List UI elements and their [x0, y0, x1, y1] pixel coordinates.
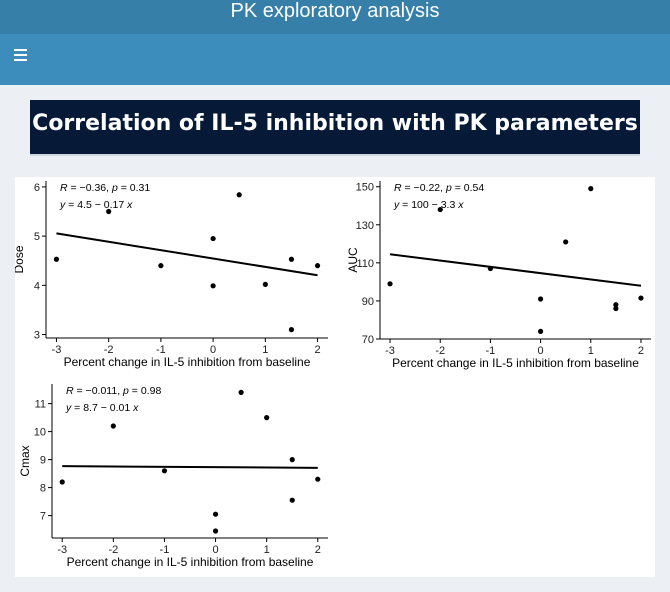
data-point [288, 256, 295, 262]
data-point [238, 389, 244, 395]
x-tick-label: -1 [486, 345, 496, 357]
equation-annotation: y = 8.7 − 0.01 x [65, 402, 139, 414]
data-point [212, 528, 219, 534]
data-point [537, 296, 544, 302]
y-tick-label: 8 [40, 483, 46, 495]
data-point [210, 235, 216, 242]
data-point [161, 468, 168, 474]
correlation-annotation: R = −0.22, p = 0.54 [394, 182, 484, 194]
y-tick-label: 9 [40, 455, 46, 467]
data-point [289, 457, 295, 463]
data-point [264, 415, 270, 421]
x-tick-label: -2 [435, 345, 445, 357]
y-tick-label: 4 [34, 280, 40, 292]
y-tick-label: 90 [362, 296, 374, 308]
x-tick-label: 1 [588, 345, 594, 357]
x-axis-title: Percent change in IL-5 inhibition from b… [64, 355, 311, 369]
data-point [613, 305, 619, 312]
y-axis-title: Dose [15, 245, 26, 273]
y-tick-label: 10 [34, 427, 46, 439]
y-tick-label: 130 [356, 220, 374, 232]
y-tick-label: 6 [34, 182, 40, 194]
correlation-annotation: R = −0.36, p = 0.31 [60, 182, 150, 194]
x-tick-label: 1 [262, 344, 268, 356]
regression-line [389, 253, 642, 287]
chart-banner-title: Correlation of IL-5 inhibition with PK p… [30, 100, 640, 156]
data-point [289, 497, 295, 503]
y-tick-label: 110 [356, 258, 374, 270]
navbar [0, 34, 670, 85]
y-tick-label: 150 [356, 182, 374, 194]
data-point [158, 263, 164, 269]
y-tick-label: 7 [40, 511, 46, 523]
correlation-annotation: R = −0.011, p = 0.98 [66, 385, 161, 397]
y-tick-label: 5 [34, 231, 40, 243]
regression-line [62, 465, 318, 469]
data-point [236, 192, 242, 198]
equation-annotation: y = 4.5 − 0.17 x [59, 199, 133, 211]
data-point [53, 256, 60, 262]
x-axis-title: Percent change in IL-5 inhibition from b… [67, 555, 314, 569]
data-point [487, 265, 494, 272]
x-tick-label: -2 [108, 544, 118, 556]
data-point [537, 328, 544, 334]
data-point [262, 281, 268, 287]
data-point [288, 327, 295, 333]
data-point [613, 302, 619, 308]
app-title: PK exploratory analysis [0, 0, 670, 34]
data-point [212, 511, 219, 517]
x-tick-label: 2 [315, 544, 321, 556]
regression-line [56, 232, 318, 277]
y-tick-label: 70 [362, 334, 374, 346]
y-axis-title: Cmax [18, 445, 32, 476]
x-tick-label: -1 [160, 544, 170, 556]
data-point [387, 281, 393, 287]
data-point [110, 423, 116, 429]
y-axis-title: AUC [346, 247, 360, 273]
x-tick-label: -2 [104, 344, 114, 356]
data-point [638, 295, 644, 301]
data-point [59, 479, 65, 485]
data-point [314, 263, 321, 269]
plot-panel: 3 4 5 6 -3 -2 -1 0 1 2 Percent change in IL-5 inhi… [15, 177, 655, 577]
y-tick-label: 11 [35, 399, 46, 411]
x-tick-label: 0 [210, 344, 216, 356]
data-point [563, 239, 569, 245]
x-tick-label: 1 [264, 544, 270, 556]
x-tick-label: 0 [538, 345, 544, 357]
y-tick-label: 3 [34, 330, 40, 342]
x-axis-title: Percent change in IL-5 inhibition from b… [392, 356, 639, 370]
data-point [437, 206, 443, 213]
data-point [210, 283, 216, 289]
data-point [106, 208, 112, 215]
x-tick-label: -1 [156, 344, 166, 356]
x-tick-label: 2 [314, 344, 320, 356]
equation-annotation: y = 100 − 3.3 x [393, 199, 464, 211]
x-tick-label: 0 [212, 544, 218, 556]
hamburger-icon[interactable] [14, 49, 27, 61]
x-tick-label: -3 [52, 344, 62, 356]
data-point [588, 186, 594, 192]
x-tick-label: -3 [385, 345, 395, 357]
data-point [315, 476, 321, 482]
x-tick-label: 2 [638, 345, 644, 357]
x-tick-label: -3 [57, 544, 67, 556]
